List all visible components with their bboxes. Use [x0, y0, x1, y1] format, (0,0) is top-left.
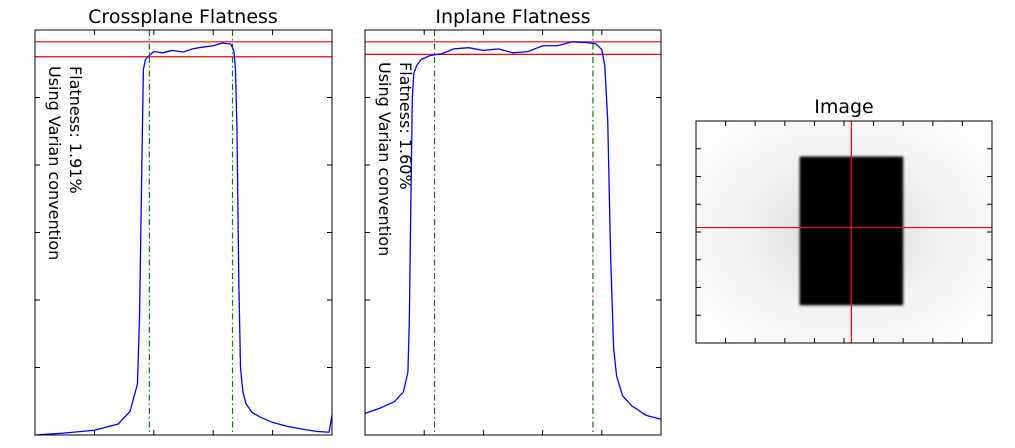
image-ticks	[696, 121, 992, 343]
crossplane-field-edges	[148, 30, 234, 435]
crossplane-panel: Crossplane Flatness Flatness: 1.91% Usin…	[34, 6, 333, 436]
inplane-profile-line	[364, 41, 662, 420]
inplane-panel: Inplane Flatness Flatness: 1.60% Using V…	[364, 6, 662, 436]
crossplane-convention-text: Using Varian convention	[45, 66, 64, 260]
image-panel: Image	[695, 96, 993, 344]
crossplane-flatness-lines	[35, 41, 332, 58]
crossplane-axes-frame	[34, 29, 333, 436]
inplane-axes-frame	[364, 29, 662, 436]
inplane-title: Inplane Flatness	[435, 6, 590, 28]
image-axes-frame	[695, 120, 993, 344]
crossplane-ticks	[35, 30, 332, 435]
inplane-ticks	[365, 30, 661, 435]
crossplane-profile-line	[34, 42, 333, 436]
inplane-flatness-lines	[365, 41, 661, 55]
inplane-convention-text: Using Varian convention	[375, 62, 394, 256]
crossplane-title: Crossplane Flatness	[88, 6, 278, 28]
inplane-field-edges	[433, 30, 594, 435]
inplane-flatness-text: Flatness: 1.60%	[396, 62, 415, 190]
image-title: Image	[814, 96, 874, 118]
crossplane-flatness-text: Flatness: 1.91%	[66, 66, 85, 194]
